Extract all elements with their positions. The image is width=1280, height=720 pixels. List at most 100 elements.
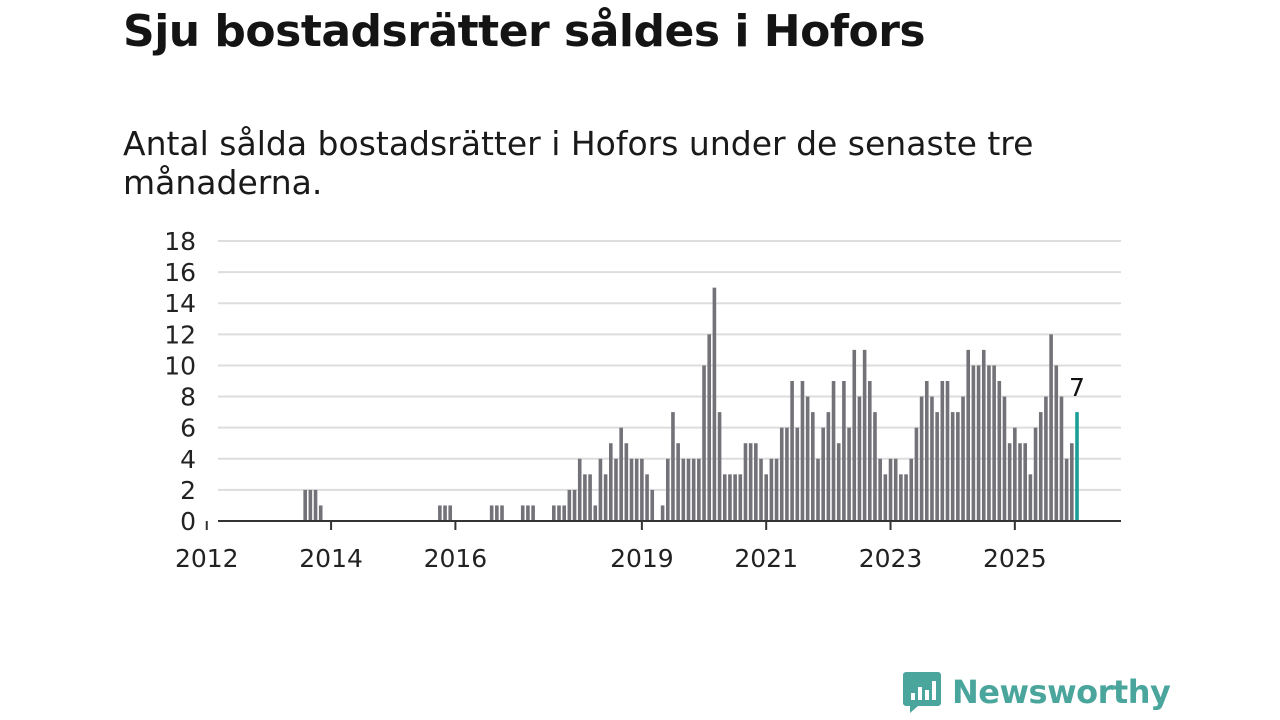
bar [1070,443,1074,521]
bar [495,505,499,521]
bar [805,396,810,521]
bar [634,458,639,521]
bar [816,458,820,521]
bar [1018,443,1022,521]
bar [997,381,1002,521]
bar [588,474,592,521]
y-tick-label: 16 [164,258,196,287]
bar [722,474,727,521]
x-tick-label: 2019 [610,544,674,573]
bar [567,489,572,521]
bar [676,443,680,521]
bar [992,365,996,521]
bar [790,381,794,521]
logo-text: Newsworthy [952,673,1171,711]
x-tick-label: 2021 [734,544,798,573]
bar [583,474,587,521]
bar [743,443,748,521]
bar [785,427,789,521]
bar [966,349,971,521]
y-tick-label: 4 [180,445,196,474]
bar [717,412,722,521]
bar [754,443,758,521]
y-tick-label: 0 [180,507,196,536]
bar [1064,458,1069,521]
bar [888,458,893,521]
y-tick-label: 14 [164,289,196,318]
bar [303,489,307,521]
newsworthy-logo: Newsworthy [902,670,1171,714]
bar [614,458,618,521]
bar [1023,443,1027,521]
bar [852,349,857,521]
chart-bars [303,287,1079,521]
bar [764,474,768,521]
bar [862,349,867,521]
bar [987,365,991,521]
bar [598,458,603,521]
y-tick-label: 10 [164,351,196,380]
x-tick-label: 2012 [175,544,239,573]
bar [577,458,582,521]
bar [795,427,800,521]
bar [520,505,525,521]
bar [489,505,494,521]
bar [712,287,717,521]
bar [878,458,882,521]
bar [779,427,784,521]
bar [531,505,535,521]
bar [836,443,841,521]
bar [691,458,696,521]
bar [1028,474,1033,521]
bar [950,412,955,521]
bar-highlight [1075,412,1079,521]
bar [448,505,453,521]
bar [940,381,945,521]
bar [552,505,556,521]
bar [914,427,919,521]
bar [686,458,691,521]
bar [650,489,655,521]
bar [930,396,934,521]
bar [961,396,965,521]
bar [821,427,825,521]
bar [919,396,924,521]
bar [909,458,914,521]
bar [308,489,313,521]
bar [847,427,851,521]
bar [500,505,504,521]
chart-gridlines [218,240,1121,491]
bar [748,443,753,521]
y-tick-label: 18 [164,227,196,256]
bar [826,412,831,521]
bar [1007,443,1012,521]
x-tick-label: 2016 [424,544,488,573]
bar [759,458,763,521]
bar [593,505,598,521]
bar [1059,396,1064,521]
bar [800,381,805,521]
bar [572,489,577,521]
bar [1013,427,1017,521]
y-tick-label: 8 [180,383,196,412]
bar [702,365,706,521]
bar [981,349,986,521]
bar [313,489,318,521]
bar [935,412,939,521]
bar [883,474,888,521]
bar [971,365,976,521]
bar [665,458,670,521]
bar [1049,334,1053,521]
bar [609,443,613,521]
chart-title: Sju bostadsrätter såldes i Hofors [123,6,926,57]
bar [619,427,623,521]
bar [557,505,561,521]
bar [945,381,950,521]
bar [868,381,872,521]
bar [893,458,898,521]
bar [640,458,644,521]
newsworthy-logo-icon [903,672,941,713]
bar [904,474,908,521]
